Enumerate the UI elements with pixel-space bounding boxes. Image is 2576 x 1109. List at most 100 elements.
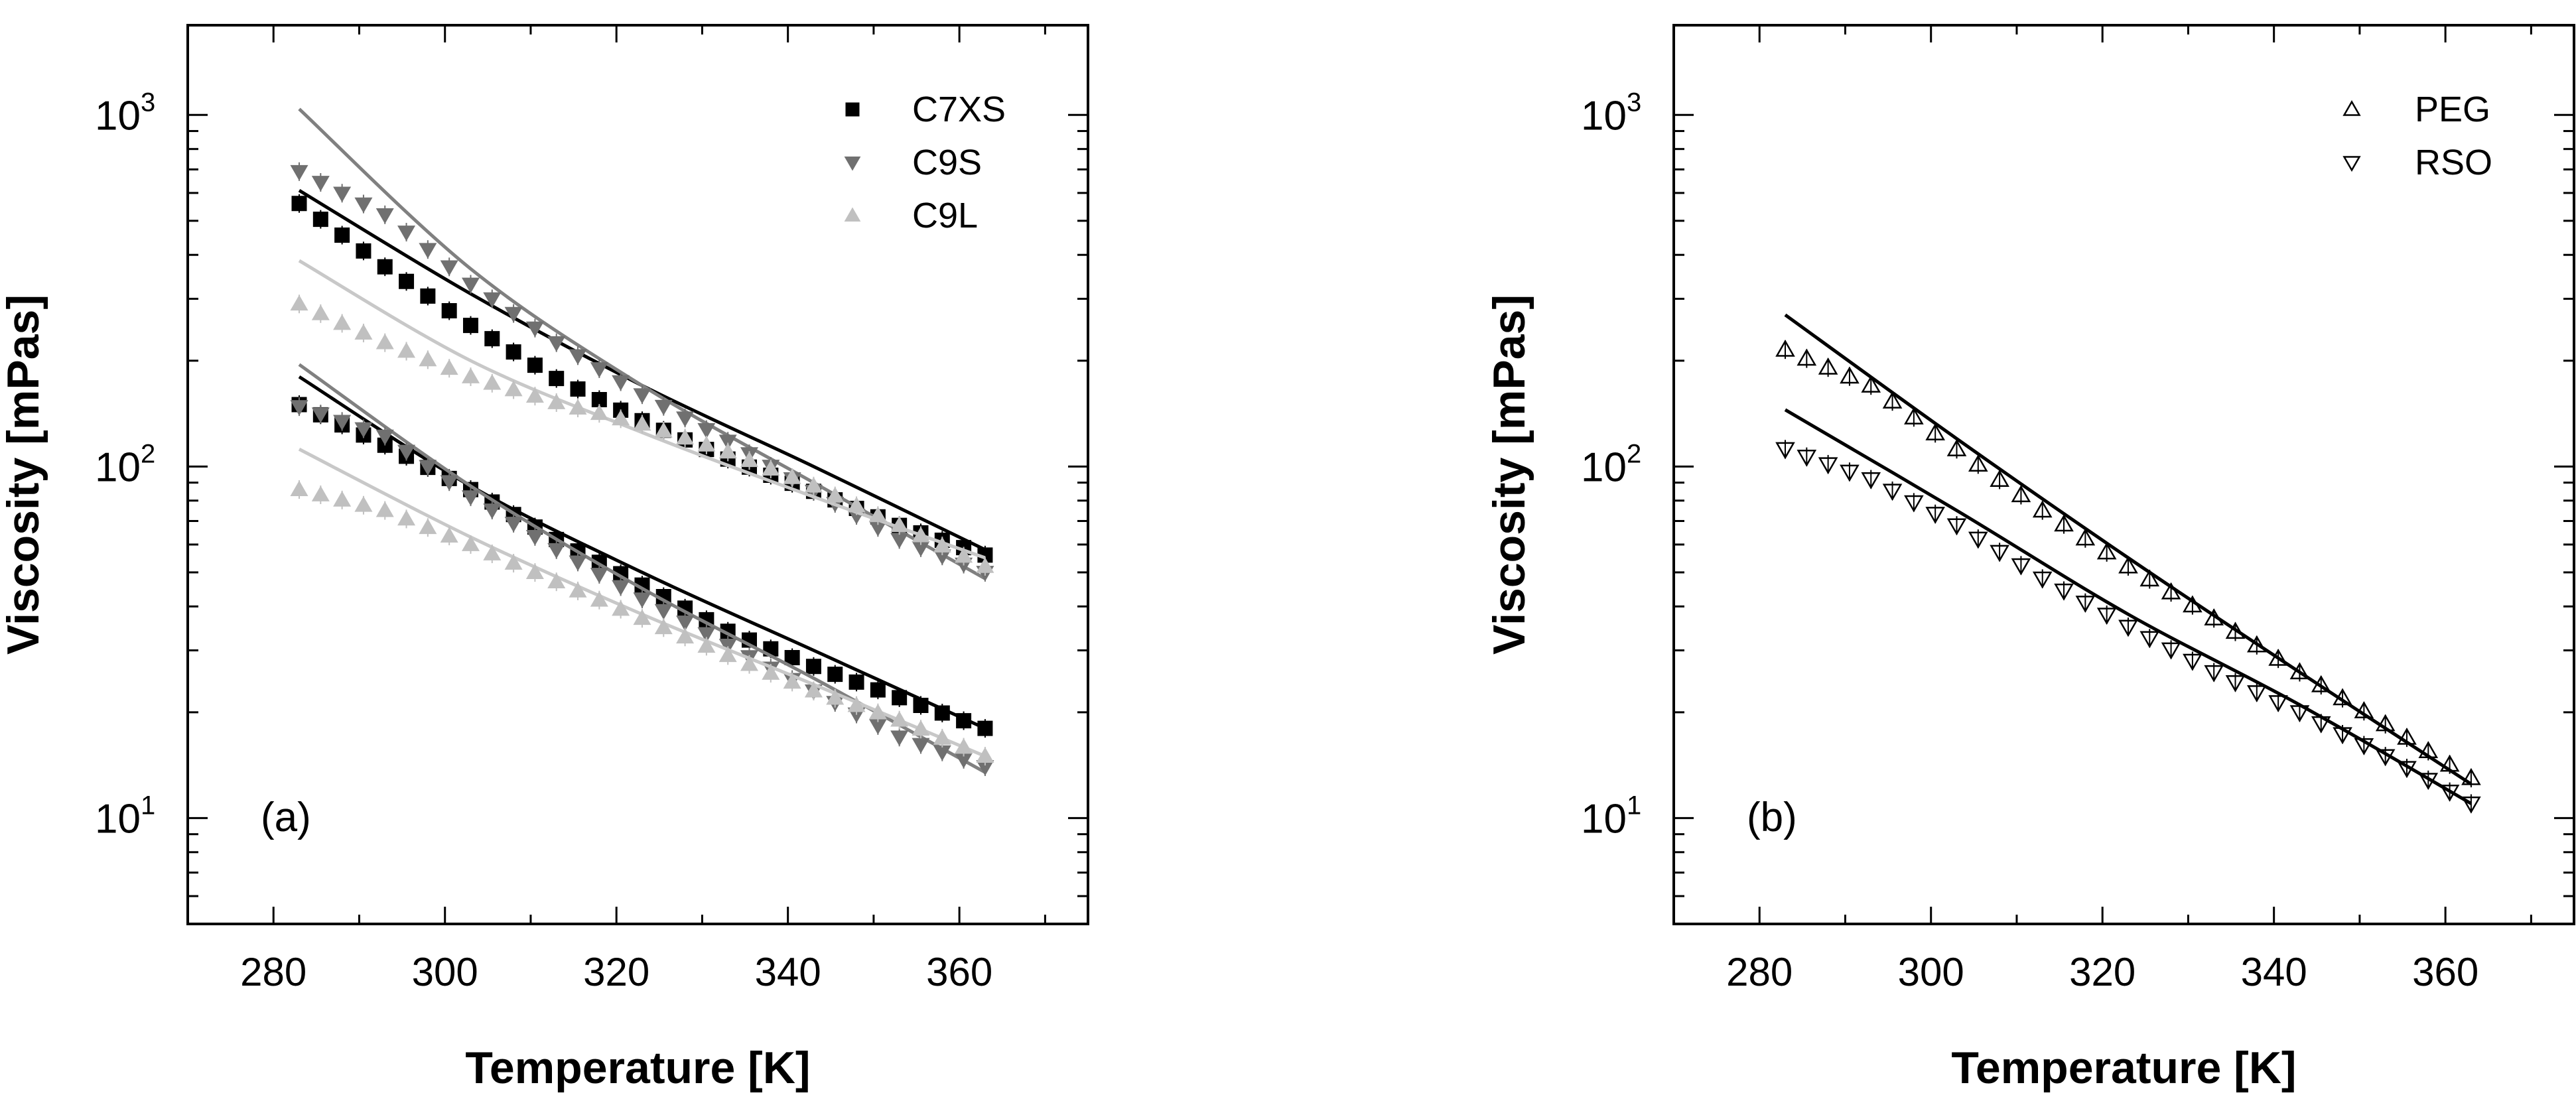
data-point [1946, 439, 1967, 456]
data-point [805, 659, 821, 675]
series-c9s [290, 107, 994, 582]
data-point [2204, 665, 2224, 683]
data-point [804, 682, 823, 698]
y-tick-label: 102 [1581, 439, 1641, 490]
y-tick-base: 10 [95, 93, 141, 139]
data-point [1818, 358, 1838, 375]
data-point [590, 362, 608, 378]
plot-frame [1672, 24, 2575, 925]
x-tick-label: 360 [2412, 950, 2478, 994]
data-point [2354, 738, 2374, 755]
data-point [569, 399, 587, 415]
fit-line [298, 107, 986, 580]
series-c9l [290, 259, 994, 576]
panel-label: (a) [261, 795, 311, 840]
data-point [419, 350, 437, 367]
data-point [525, 563, 544, 579]
data-point [290, 294, 308, 311]
data-point [420, 288, 436, 304]
data-point [633, 415, 651, 431]
data-point [354, 422, 373, 438]
data-point [718, 434, 737, 450]
data-point [483, 503, 502, 519]
legend-label: C9L [912, 196, 978, 235]
data-point [377, 259, 393, 275]
data-point [1946, 518, 1967, 536]
data-point [2375, 749, 2396, 767]
data-point [1796, 450, 1817, 467]
data-point [590, 591, 608, 607]
data-point [527, 358, 543, 373]
data-point [354, 197, 373, 214]
data-point [2096, 542, 2117, 560]
data-point [547, 543, 566, 559]
data-point [890, 711, 909, 727]
data-point [2375, 714, 2396, 732]
data-point [676, 616, 695, 631]
data-point [312, 212, 328, 228]
data-point [612, 580, 630, 596]
legend-label: C7XS [912, 90, 1006, 129]
data-point [2075, 528, 2096, 546]
data-point [1882, 391, 1903, 409]
data-point [2183, 653, 2203, 671]
data-point [2418, 773, 2439, 790]
data-point [2139, 569, 2160, 587]
x-tick-label: 300 [412, 950, 478, 994]
data-point [2225, 675, 2246, 692]
data-point [2032, 500, 2053, 518]
legend-marker [844, 207, 861, 222]
fit-line [1784, 313, 2473, 786]
data-point [718, 646, 737, 663]
series-rso [1775, 408, 2481, 814]
data-point [525, 529, 544, 546]
data-point [977, 547, 993, 563]
legend: C7XS C9S C9L [844, 90, 1006, 235]
y-tick-label: 103 [95, 88, 155, 139]
data-point [654, 604, 673, 620]
data-point [2075, 596, 2096, 613]
data-point [2225, 621, 2246, 639]
data-point [290, 480, 308, 496]
y-tick-exponent: 2 [141, 439, 155, 468]
data-point [483, 374, 502, 390]
data-point [955, 547, 973, 563]
data-point [2011, 485, 2031, 503]
data-point [483, 545, 502, 560]
data-point [591, 391, 607, 407]
legend-label: PEG [2415, 90, 2490, 129]
data-point [976, 557, 994, 573]
data-point [633, 609, 651, 625]
data-point [676, 627, 695, 644]
data-point [461, 277, 480, 294]
data-point [697, 423, 716, 439]
series-peg [1775, 313, 2481, 788]
data-point [1840, 464, 1860, 482]
data-point [718, 442, 737, 459]
y-tick-label: 103 [1581, 88, 1641, 139]
data-point [2461, 767, 2481, 785]
data-point [483, 292, 502, 308]
legend-marker [2342, 156, 2361, 172]
series-c9l [290, 448, 994, 766]
data-point [2289, 705, 2310, 723]
data-point [334, 227, 350, 243]
fit-line [298, 188, 986, 552]
data-point [826, 689, 845, 705]
data-point [654, 618, 673, 635]
data-point [440, 260, 458, 277]
x-tick-label: 360 [926, 950, 992, 994]
data-point [2161, 582, 2181, 600]
data-point [547, 572, 566, 589]
legend-marker [844, 157, 861, 171]
legend-marker [2342, 99, 2361, 116]
data-point [2054, 583, 2074, 601]
data-point [419, 460, 437, 476]
data-point [2439, 754, 2460, 772]
data-point [569, 349, 587, 365]
x-tick-label: 320 [583, 950, 649, 994]
data-point [2461, 796, 2481, 814]
data-point [762, 460, 780, 476]
data-point [676, 411, 695, 427]
